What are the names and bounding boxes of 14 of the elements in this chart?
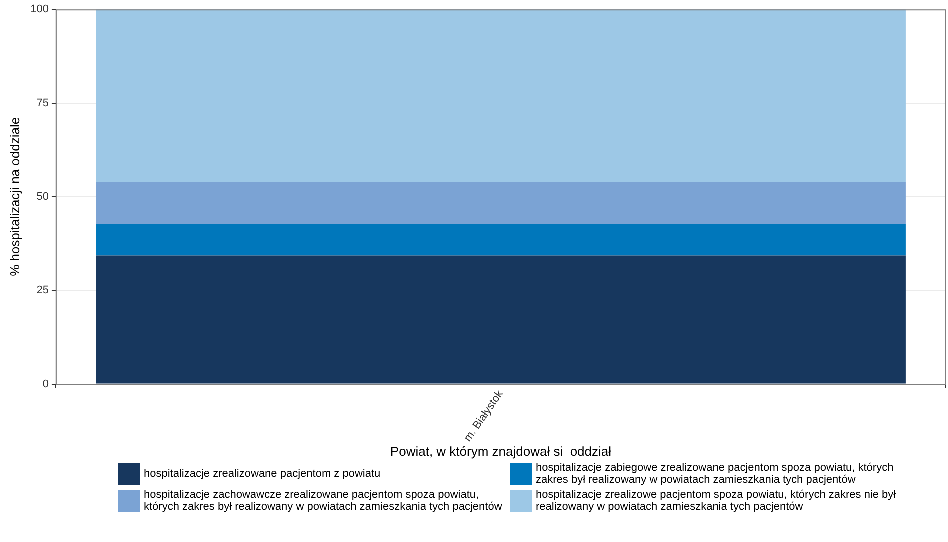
y-tick-label: 50 [36,190,49,203]
y-tick-label: 0 [42,378,49,390]
y-axis-title: % hospitalizacji na oddziale [7,117,22,276]
legend-label: hospitalizacje zrealizowane pacjentom z powiatu [144,468,382,480]
x-axis-title: Powiat, w którym znajdował si oddział [390,444,612,459]
bar [96,182,906,224]
y-tick-label: 100 [30,4,49,16]
y-tick-label: 25 [36,284,49,297]
bar [96,256,906,384]
legend-label: hospitalizacje zachowawcze zrealizowane pacjentom spoza powiatu, których zakres był realizowany w powiatach zamieszkania tych pacjentów [144,489,504,513]
y-tick-label: 75 [36,97,49,110]
legend-label: hospitalizacje zrealizowe pacjentom spoza powiatu, których zakres nie był realizowany w powiatach zamieszkania tych pacjentów [536,489,898,513]
bar [96,224,906,256]
bar [96,10,906,182]
